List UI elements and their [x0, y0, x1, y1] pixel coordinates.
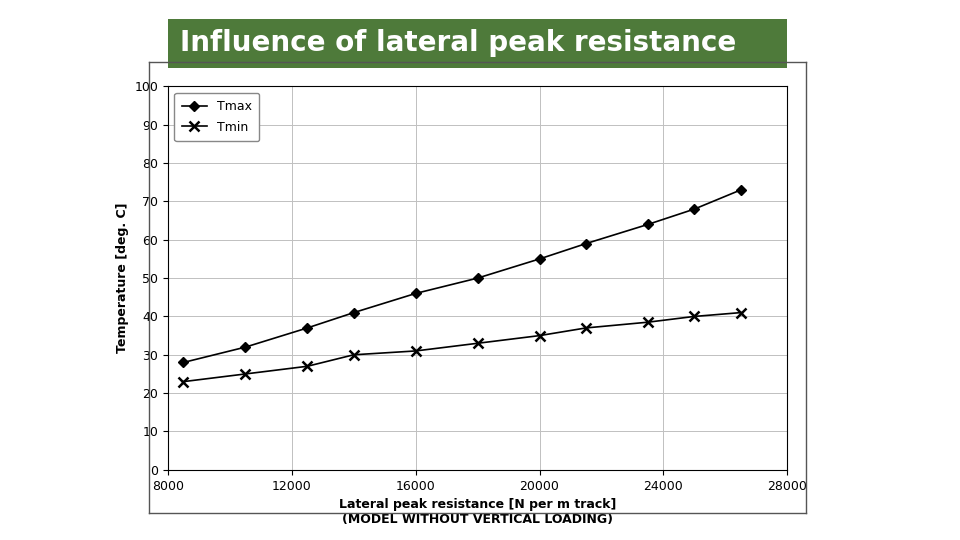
Tmax	[178, 359, 189, 366]
Tmax	[688, 206, 700, 212]
Tmax	[472, 275, 483, 281]
Tmax	[240, 344, 252, 350]
Tmin	[735, 309, 747, 316]
Tmax	[580, 240, 591, 247]
Tmin	[348, 352, 359, 358]
Tmin	[534, 332, 545, 339]
Tmax	[410, 290, 421, 296]
Tmin	[642, 319, 654, 326]
Tmin	[688, 313, 700, 320]
Tmin	[472, 340, 483, 347]
Tmin	[178, 379, 189, 385]
Line: Tmin: Tmin	[179, 308, 746, 387]
Y-axis label: Temperature [deg. C]: Temperature [deg. C]	[116, 203, 129, 353]
Tmax	[301, 325, 313, 331]
Text: Influence of lateral peak resistance: Influence of lateral peak resistance	[180, 29, 736, 57]
Tmin	[580, 325, 591, 331]
X-axis label: Lateral peak resistance [N per m track]
(MODEL WITHOUT VERTICAL LOADING): Lateral peak resistance [N per m track] …	[339, 498, 616, 526]
Tmin	[301, 363, 313, 369]
Tmax	[735, 187, 747, 193]
Legend: Tmax, Tmin: Tmax, Tmin	[175, 93, 259, 141]
Tmin	[410, 348, 421, 354]
Tmin	[240, 370, 252, 377]
Line: Tmax: Tmax	[180, 186, 744, 366]
Tmax	[348, 309, 359, 316]
Tmax	[642, 221, 654, 228]
Tmax	[534, 256, 545, 262]
